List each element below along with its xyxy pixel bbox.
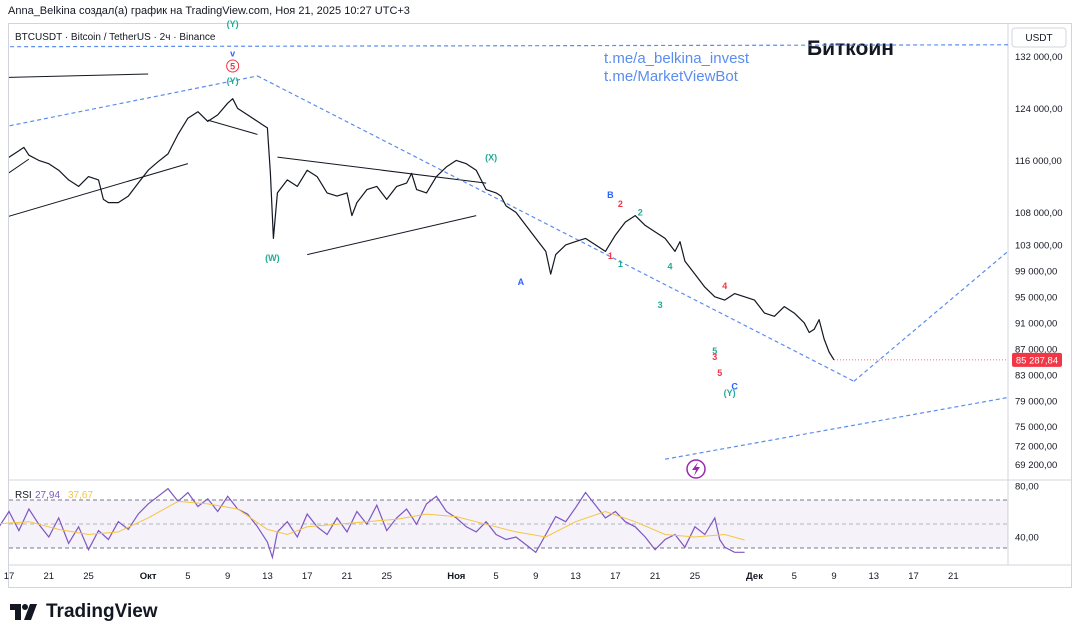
price-line — [9, 98, 835, 361]
rsi-tick-label: 40,00 — [1015, 533, 1039, 544]
dashed-trend-line — [9, 75, 258, 127]
time-tick-label: 21 — [650, 571, 661, 582]
time-tick-label: 21 — [948, 571, 959, 582]
wave-label: (Y) — [227, 76, 239, 86]
lightning-icon — [692, 462, 700, 476]
wave-label: (Y) — [724, 388, 736, 398]
time-tick-label: 13 — [262, 571, 273, 582]
price-tick-label: 79 000,00 — [1015, 396, 1057, 407]
rsi-tick-label: 80,00 — [1015, 482, 1039, 493]
time-tick-label: 25 — [690, 571, 701, 582]
wave-label: (Y) — [227, 19, 239, 29]
wave-label: 4 — [668, 262, 673, 272]
price-tick-label: 91 000,00 — [1015, 318, 1057, 329]
price-axis: 132 000,00 124 000,00 116 000,00 108 000,00… — [1015, 52, 1063, 544]
trend-line — [307, 215, 477, 256]
time-tick-label: 17 — [4, 571, 15, 582]
time-tick-label: 21 — [342, 571, 353, 582]
wave-label: 5 — [712, 346, 717, 356]
price-tick-label: 95 000,00 — [1015, 292, 1057, 303]
time-tick-label: 25 — [381, 571, 392, 582]
time-tick-label: Окт — [140, 571, 157, 582]
tradingview-logo[interactable]: TradingView — [10, 601, 158, 623]
last-price-label: 85 287,84 — [1016, 355, 1058, 366]
time-axis: 17 21 25 Окт 5 9 13 17 21 25 Ноя 5 9 13 17 21 25 Дек 5 9 13 1… — [4, 571, 959, 582]
dashed-trend-line — [664, 396, 1008, 460]
currency-label: USDT — [1025, 33, 1052, 44]
rsi-ma-line — [0, 500, 745, 541]
time-tick-label: 25 — [83, 571, 94, 582]
link-invest[interactable]: t.me/a_belkina_invest — [604, 50, 750, 67]
time-tick-label: 21 — [43, 571, 54, 582]
tradingview-logo-icon — [10, 604, 37, 620]
time-tick-label: 5 — [185, 571, 190, 582]
brand-name: TradingView — [46, 601, 158, 622]
wave-label: (X) — [485, 152, 497, 162]
trend-line — [9, 163, 189, 217]
time-tick-label: 9 — [533, 571, 538, 582]
wave-label: 5 — [717, 368, 722, 378]
wave-label: 2 — [638, 208, 643, 218]
wave-label: B — [607, 190, 614, 200]
price-tick-label: 69 200,00 — [1015, 460, 1057, 471]
time-tick-label: 17 — [302, 571, 313, 582]
trend-line — [9, 73, 149, 78]
price-tick-label: 108 000,00 — [1015, 208, 1063, 219]
last-price-badge — [1012, 352, 1062, 367]
wave-label: C — [731, 382, 738, 392]
price-tick-label: 99 000,00 — [1015, 266, 1057, 277]
headline: Биткоин — [807, 37, 894, 60]
dashed-trend-line — [9, 44, 1008, 48]
price-tick-label: 103 000,00 — [1015, 240, 1063, 251]
price-tick-label: 132 000,00 — [1015, 52, 1063, 63]
wave-label: 4 — [722, 281, 727, 291]
price-tick-label: 72 000,00 — [1015, 442, 1057, 453]
rsi-line — [0, 487, 745, 560]
trend-line — [9, 158, 30, 174]
chart-frame — [8, 23, 1072, 588]
wave-label: 1 — [608, 251, 613, 261]
wave-label: v — [230, 48, 235, 58]
wave-label: 5 — [230, 61, 235, 71]
time-tick-label: Дек — [746, 571, 763, 582]
wave-label: 3 — [658, 300, 663, 310]
wave-label-circle — [226, 59, 240, 73]
rsi-ma-value: 37,67 — [68, 490, 93, 501]
price-tick-label: 116 000,00 — [1015, 156, 1062, 167]
time-tick-label: 17 — [610, 571, 621, 582]
price-tick-label: 83 000,00 — [1015, 370, 1057, 381]
trend-line — [277, 156, 487, 184]
price-tick-label: 87 000,00 — [1015, 344, 1057, 355]
chart-attribution: Anna_Belkina создал(а) график на Trading… — [8, 5, 410, 17]
wave-label: 2 — [618, 199, 623, 209]
dashed-trend-line — [853, 250, 1008, 382]
time-tick-label: 5 — [792, 571, 797, 582]
trend-line — [207, 119, 258, 135]
wave-label: 3 — [712, 352, 717, 362]
symbol-label: BTCUSDT · Bitcoin / TetherUS · 2ч · Bina… — [15, 32, 216, 43]
rsi-value: 27,94 — [35, 490, 60, 501]
time-tick-label: 9 — [831, 571, 836, 582]
rsi-label: RSI — [15, 490, 32, 501]
price-series — [9, 98, 1008, 361]
rsi-series — [0, 487, 745, 560]
wave-label: A — [518, 277, 525, 287]
time-tick-label: 13 — [570, 571, 581, 582]
time-tick-label: 13 — [869, 571, 880, 582]
time-tick-label: Ноя — [447, 571, 465, 582]
time-tick-label: 5 — [493, 571, 498, 582]
link-marketviewbot[interactable]: t.me/MarketViewBot — [604, 68, 739, 85]
dashed-trend-line — [257, 75, 855, 382]
price-tick-label: 75 000,00 — [1015, 422, 1057, 433]
currency-badge[interactable] — [1011, 27, 1067, 48]
price-tick-label: 124 000,00 — [1015, 104, 1063, 115]
trend-lines — [9, 44, 1008, 460]
time-tick-label: 9 — [225, 571, 230, 582]
wave-label: (W) — [265, 253, 280, 263]
wave-label: 1 — [618, 259, 623, 269]
time-tick-label: 17 — [908, 571, 919, 582]
